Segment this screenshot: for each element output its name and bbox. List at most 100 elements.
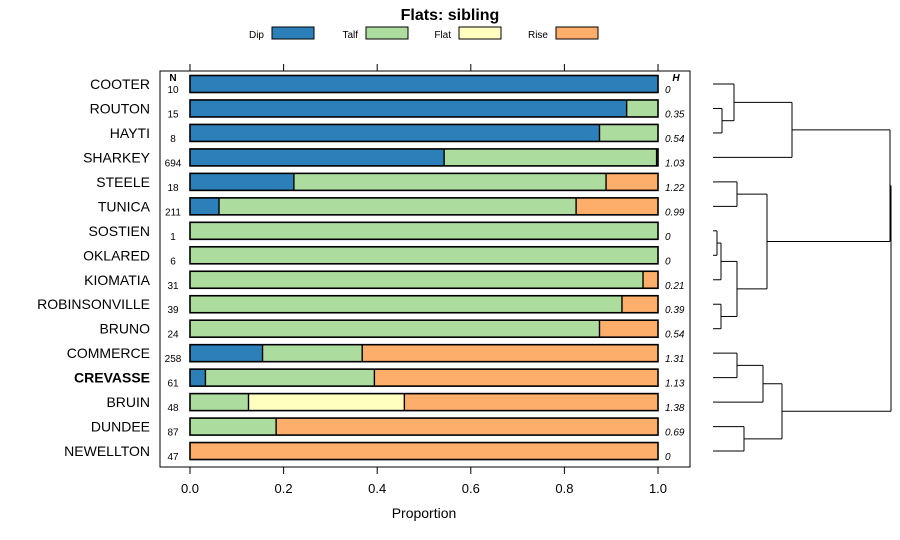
bar-bruin-flat bbox=[248, 393, 405, 411]
bar-outline-sostien bbox=[189, 221, 659, 241]
h-value-newellton: 0 bbox=[665, 452, 671, 463]
x-axis: 0.0 0.2 0.4 0.6 0.8 1.0 bbox=[181, 64, 667, 496]
bar-crevasse-rise bbox=[374, 369, 658, 387]
bar-robinsonville-rise bbox=[621, 295, 658, 313]
category-label-oklared: OKLARED bbox=[83, 247, 150, 263]
bar-dundee-rise bbox=[276, 418, 658, 436]
h-value-robinsonville: 0.39 bbox=[665, 305, 685, 316]
category-label-kiomatia: KIOMATIA bbox=[84, 272, 151, 288]
x-tick-label-4: 0.8 bbox=[555, 481, 573, 496]
bar-outline-bruno bbox=[189, 319, 659, 339]
category-label-tunica: TUNICA bbox=[98, 198, 151, 214]
n-value-steele: 18 bbox=[167, 183, 179, 194]
h-value-hayti: 0.54 bbox=[665, 134, 685, 145]
x-tick-label-0: 0.0 bbox=[181, 481, 199, 496]
bar-steele-dip bbox=[190, 173, 294, 191]
bar-outline-crevasse bbox=[189, 368, 659, 387]
h-value-routon: 0.35 bbox=[665, 109, 685, 120]
bar-hayti-dip bbox=[190, 124, 600, 142]
n-value-bruin: 48 bbox=[167, 403, 179, 414]
legend-swatch-flat bbox=[458, 26, 502, 40]
legend-swatch-talf bbox=[365, 26, 409, 40]
bar-outline-bruin bbox=[189, 392, 659, 412]
bar-outline-dundee bbox=[189, 417, 659, 436]
category-label-commerce: COMMERCE bbox=[67, 345, 150, 361]
bar-outline-tunica bbox=[189, 197, 659, 216]
bar-outline-newellton bbox=[189, 441, 659, 461]
bar-steele-rise bbox=[606, 173, 658, 191]
n-value-newellton: 47 bbox=[167, 452, 179, 463]
category-label-sharkey: SHARKEY bbox=[83, 149, 151, 165]
category-label-cooter: COOTER bbox=[90, 76, 150, 92]
n-value-oklared: 6 bbox=[170, 256, 176, 267]
bars-layer bbox=[189, 74, 659, 461]
x-tick-label-2: 0.4 bbox=[368, 481, 386, 496]
chart-title: Flats: sibling bbox=[401, 7, 500, 24]
x-axis-title: Proportion bbox=[392, 505, 457, 521]
h-value-sharkey: 1.03 bbox=[665, 158, 685, 169]
category-label-steele: STEELE bbox=[96, 174, 150, 190]
bar-commerce-rise bbox=[362, 344, 658, 362]
h-value-crevasse: 1.13 bbox=[665, 379, 685, 390]
h-value-sostien: 0 bbox=[665, 232, 671, 243]
h-column-header: H bbox=[672, 73, 680, 84]
h-value-dundee: 0.69 bbox=[665, 428, 685, 439]
n-value-sostien: 1 bbox=[170, 232, 176, 243]
bar-bruin-rise bbox=[404, 393, 658, 411]
legend-label-dip: Dip bbox=[249, 30, 264, 41]
h-value-steele: 1.22 bbox=[665, 183, 685, 194]
n-value-dundee: 87 bbox=[167, 428, 179, 439]
dendrogram bbox=[713, 83, 892, 452]
bar-kiomatia-talf bbox=[190, 271, 644, 289]
bar-bruin-talf bbox=[190, 393, 249, 411]
bar-outline-cooter bbox=[189, 74, 659, 94]
bar-outline-steele bbox=[189, 172, 659, 192]
category-label-bruno: BRUNO bbox=[99, 321, 150, 337]
h-value-bruin: 1.38 bbox=[665, 403, 685, 414]
bar-bruno-talf bbox=[190, 320, 600, 338]
bar-outline-routon bbox=[189, 99, 659, 118]
bar-outline-hayti bbox=[189, 123, 659, 143]
h-value-kiomatia: 0.21 bbox=[665, 281, 684, 292]
h-value-commerce: 1.31 bbox=[665, 354, 684, 365]
category-label-dundee: DUNDEE bbox=[91, 419, 150, 435]
bar-kiomatia-rise bbox=[643, 271, 658, 289]
bar-sostien-talf bbox=[190, 222, 658, 240]
bar-outline-commerce bbox=[189, 343, 659, 363]
x-tick-label-1: 0.2 bbox=[275, 481, 293, 496]
bar-sharkey-talf bbox=[444, 148, 657, 166]
n-value-commerce: 258 bbox=[165, 354, 182, 365]
n-value-kiomatia: 31 bbox=[167, 281, 179, 292]
legend-label-flat: Flat bbox=[434, 30, 451, 41]
bar-outline-kiomatia bbox=[189, 270, 659, 290]
n-column-header: N bbox=[169, 73, 176, 84]
bar-outline-oklared bbox=[189, 245, 659, 265]
n-value-cooter: 10 bbox=[167, 85, 179, 96]
legend-label-rise: Rise bbox=[528, 30, 548, 41]
n-value-sharkey: 694 bbox=[165, 158, 182, 169]
bar-dundee-talf bbox=[190, 418, 277, 436]
n-value-hayti: 8 bbox=[170, 134, 176, 145]
category-label-robinsonville: ROBINSONVILLE bbox=[37, 296, 150, 312]
bar-tunica-rise bbox=[576, 197, 658, 215]
bar-crevasse-talf bbox=[205, 369, 375, 387]
n-value-bruno: 24 bbox=[167, 330, 179, 341]
category-label-hayti: HAYTI bbox=[110, 125, 150, 141]
bar-crevasse-dip bbox=[190, 369, 206, 387]
x-tick-label-3: 0.6 bbox=[462, 481, 480, 496]
n-value-crevasse: 61 bbox=[167, 379, 179, 390]
category-label-routon: ROUTON bbox=[90, 100, 150, 116]
bar-hayti-talf bbox=[599, 124, 658, 142]
bar-newellton-rise bbox=[190, 442, 658, 460]
legend-swatch-dip bbox=[271, 26, 315, 40]
legend: Dip Talf Flat Rise bbox=[249, 26, 599, 41]
bar-outline-robinsonville bbox=[189, 294, 659, 314]
bar-steele-talf bbox=[293, 173, 607, 191]
h-value-oklared: 0 bbox=[665, 256, 671, 267]
h-value-tunica: 0.99 bbox=[665, 207, 685, 218]
bar-bruno-rise bbox=[599, 320, 658, 338]
bar-tunica-dip bbox=[190, 197, 220, 215]
category-label-crevasse: CREVASSE bbox=[74, 370, 150, 386]
